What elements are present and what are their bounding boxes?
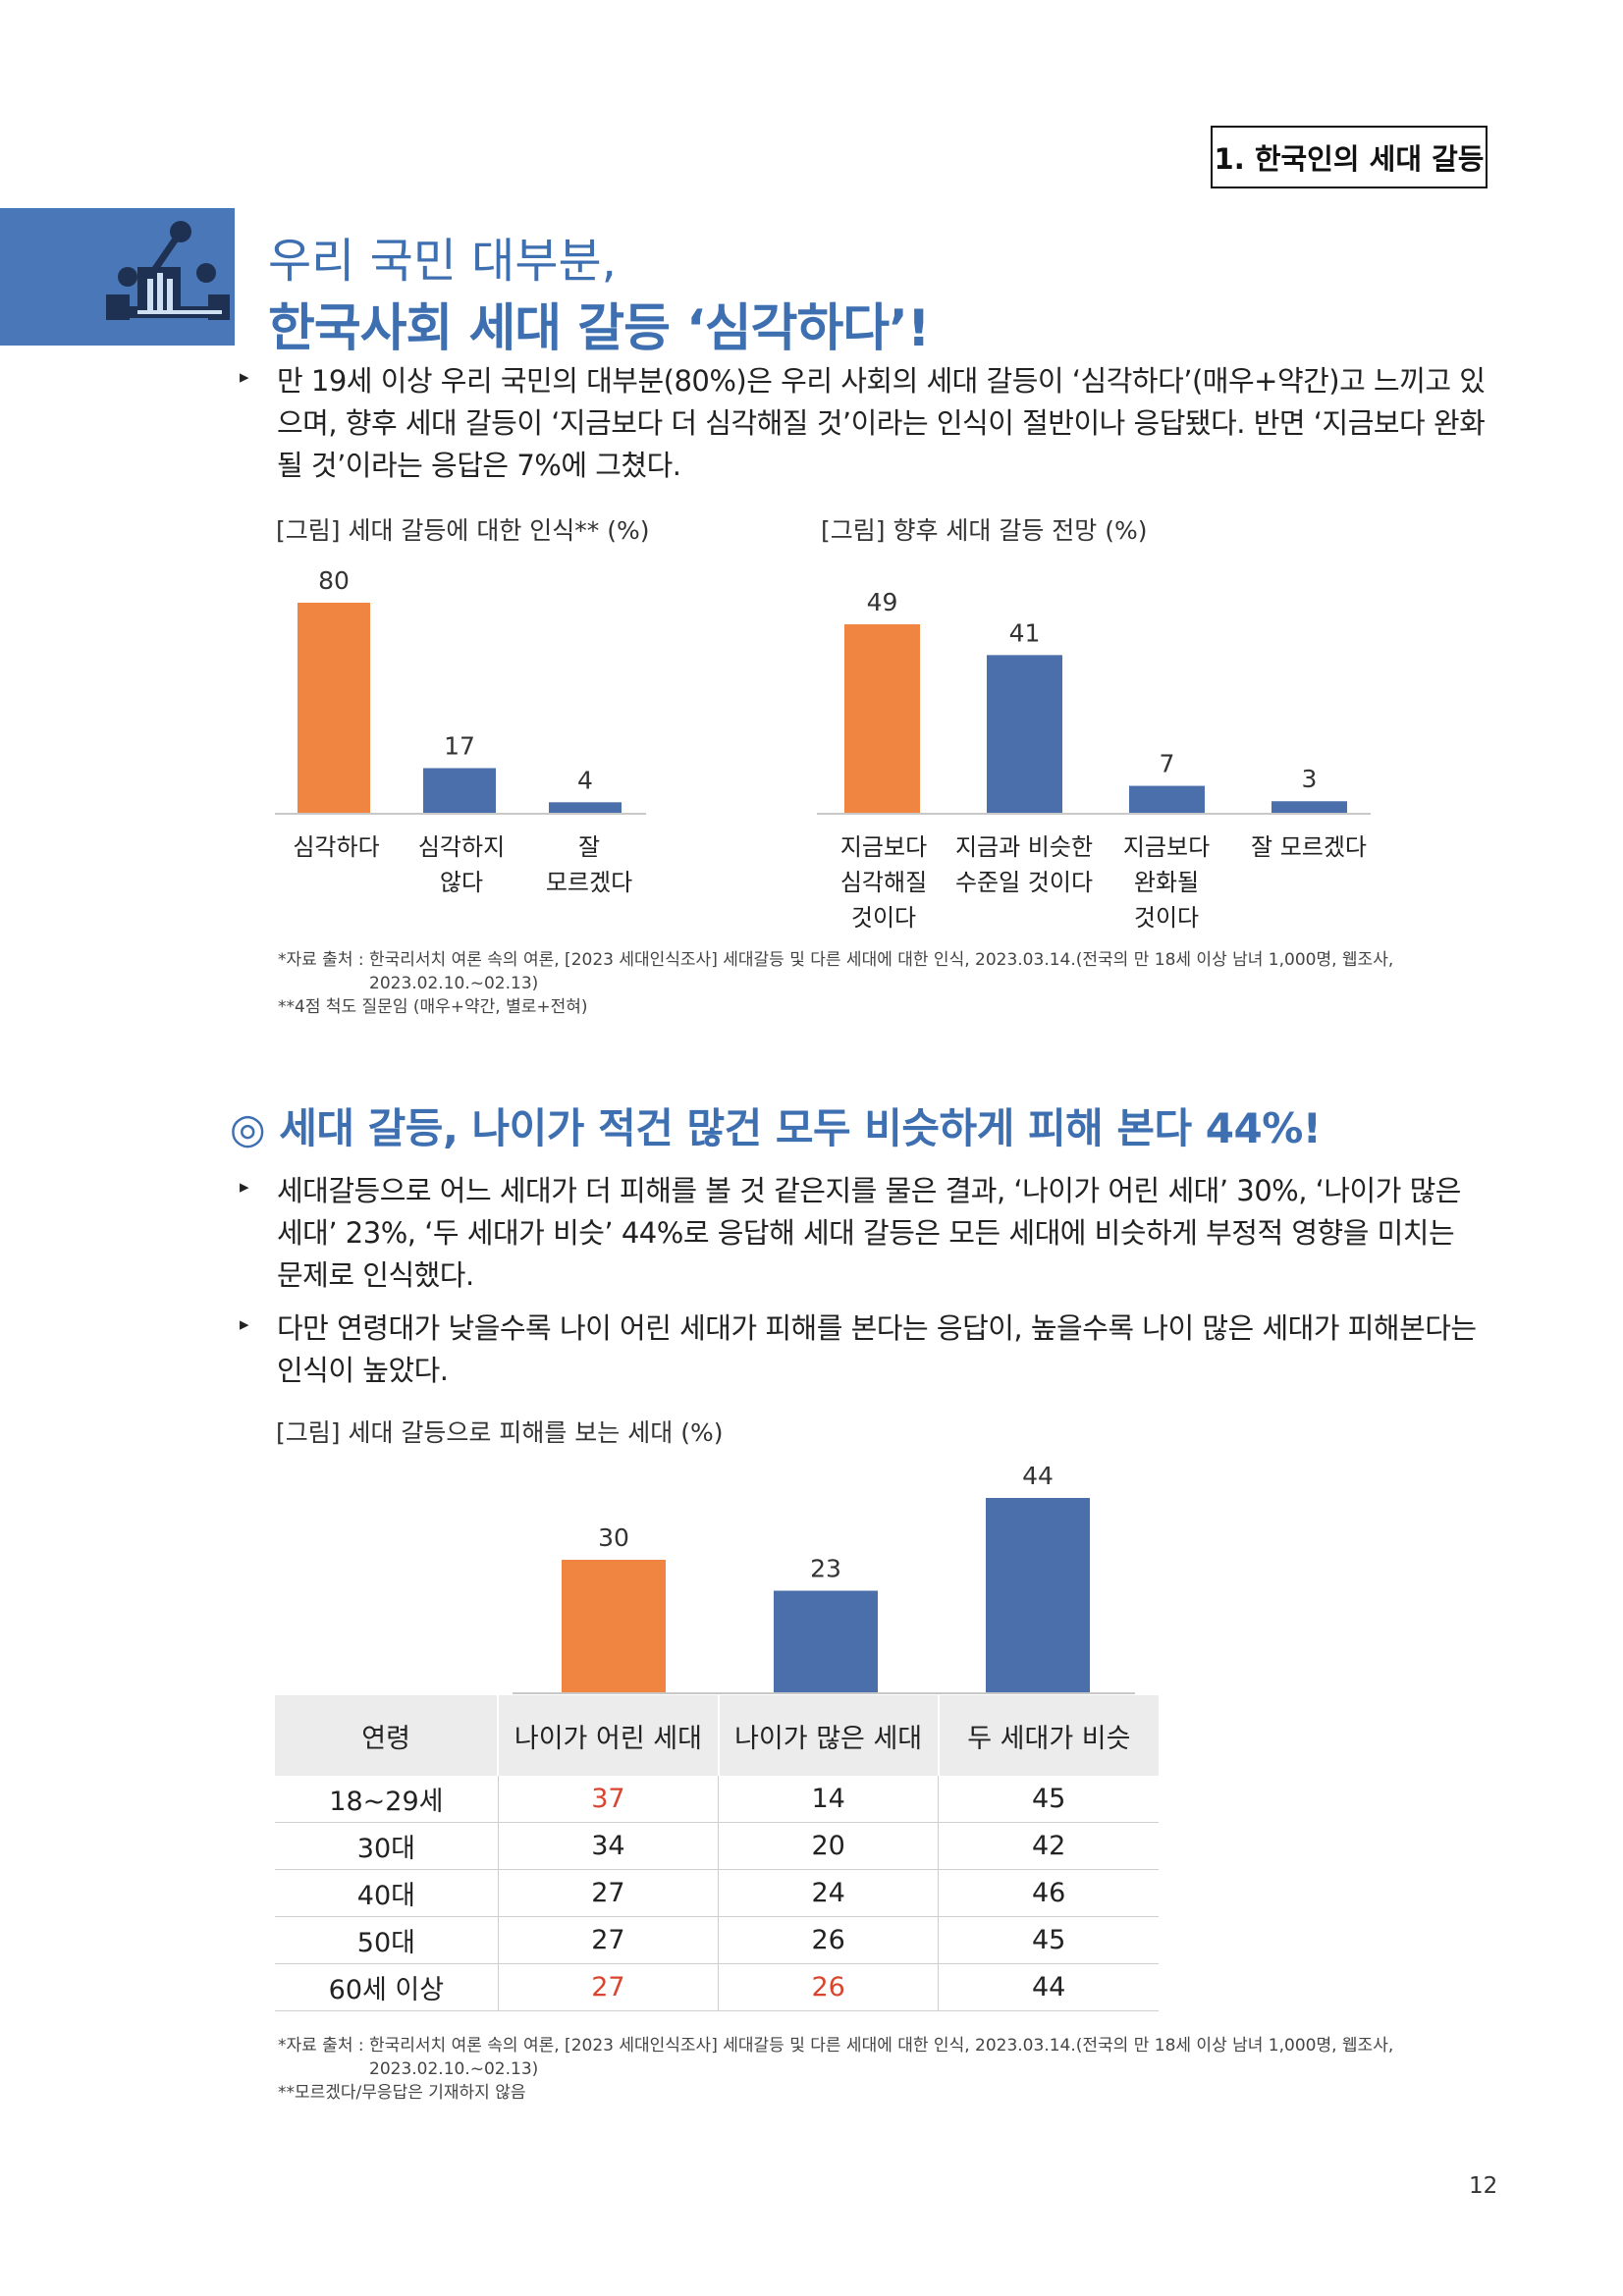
value-cell: 27 [497, 1916, 719, 1964]
chart1-category-label: 심각하다 [293, 833, 380, 861]
chart2-data-label: 49 [867, 588, 898, 616]
value-cell: 45 [938, 1776, 1159, 1823]
table-row: 30대 34 20 42 [275, 1822, 1159, 1870]
chart3-data-label: 44 [1022, 1462, 1054, 1490]
chart1-plot: 80 17 4 [275, 566, 646, 815]
hero-icon-block [0, 208, 235, 346]
value-cell: 26 [718, 1963, 939, 2011]
source-line: *자료 출처 : 한국리서치 여론 속의 여론, [2023 세대인식조사] 세… [278, 2036, 1394, 2056]
chart3-bar [562, 1560, 666, 1692]
table-row: 60세 이상 27 26 44 [275, 1963, 1159, 2011]
bullet-arrow-icon: ▸ [240, 366, 249, 388]
source-line: 2023.02.10.~02.13) [369, 2059, 539, 2079]
value-cell: 14 [718, 1776, 939, 1823]
chart3-title: [그림] 세대 갈등으로 피해를 보는 세대 (%) [276, 1418, 724, 1447]
table-header-row: 연령 나이가 어린 세대 나이가 많은 세대 두 세대가 비슷 [275, 1695, 1159, 1776]
chart2-bar [1129, 785, 1205, 813]
value-cell: 44 [938, 1963, 1159, 2011]
bullet-arrow-icon: ▸ [240, 1176, 249, 1198]
chart2-data-label: 41 [1009, 618, 1041, 647]
section-badge: 1. 한국인의 세대 갈등 [1211, 126, 1488, 188]
chart2-category-label: 잘 모르겠다 [1250, 833, 1368, 861]
hero-subtitle: 우리 국민 대부분, [268, 234, 617, 289]
value-cell: 24 [718, 1869, 939, 1917]
page-number: 12 [1469, 2173, 1498, 2199]
value-cell: 20 [718, 1822, 939, 1870]
chart2-data-label: 3 [1302, 765, 1318, 793]
bullet-item: ▸ 만 19세 이상 우리 국민의 대부분(80%)은 우리 사회의 세대 갈등… [240, 360, 1487, 490]
table-header-cell: 연령 [275, 1695, 499, 1776]
source-footnote: **모르겠다/무응답은 기재하지 않음 [278, 2083, 526, 2103]
bullet-text: 세대갈등으로 어느 세대가 더 피해를 볼 것 같은지를 물은 결과, ‘나이가… [277, 1174, 1461, 1292]
bullet-item: ▸ 다만 연령대가 낮을수록 나이 어린 세대가 피해를 본다는 응답이, 높을… [240, 1308, 1487, 1396]
value-cell: 45 [938, 1916, 1159, 1964]
chart3-plot: 30 23 44 [513, 1462, 1135, 1694]
chart2-category-label: 지금과 비슷한 수준일 것이다 [954, 833, 1094, 896]
section2-title: ◎ 세대 갈등, 나이가 적건 많건 모두 비슷하게 피해 본다 44%! [230, 1104, 1322, 1152]
source-note: *자료 출처 : 한국리서치 여론 속의 여론, [2023 세대인식조사] 세… [278, 2034, 1495, 2105]
value-cell: 34 [497, 1822, 719, 1870]
age-cell: 18~29세 [275, 1776, 499, 1823]
chart3-data-label: 23 [810, 1555, 841, 1583]
chart2-plot: 49 41 7 3 [817, 588, 1371, 815]
table-row: 18~29세 37 14 45 [275, 1776, 1159, 1823]
source-line: *자료 출처 : 한국리서치 여론 속의 여론, [2023 세대인식조사] 세… [278, 950, 1394, 970]
hero-title: 한국사회 세대 갈등 ‘심각하다’! [268, 299, 931, 358]
bullet-text: 다만 연령대가 낮을수록 나이 어린 세대가 피해를 본다는 응답이, 높을수록… [277, 1311, 1477, 1387]
chart3-bar [986, 1498, 1090, 1692]
source-line: 2023.02.10.~02.13) [369, 974, 539, 993]
age-breakdown-table: 연령 나이가 어린 세대 나이가 많은 세대 두 세대가 비슷 18~29세 3… [275, 1695, 1159, 2011]
value-cell: 27 [497, 1963, 719, 2011]
value-cell: 42 [938, 1822, 1159, 1870]
chart2-category-label: 지금보다 심각해질 것이다 [839, 833, 928, 932]
table-row: 50대 27 26 45 [275, 1916, 1159, 1964]
chart2-data-label: 7 [1160, 750, 1175, 778]
source-note: *자료 출처 : 한국리서치 여론 속의 여론, [2023 세대인식조사] 세… [278, 948, 1495, 1019]
chart2-title: [그림] 향후 세대 갈등 전망 (%) [821, 516, 1148, 545]
bullet-item: ▸ 세대갈등으로 어느 세대가 더 피해를 볼 것 같은지를 물은 결과, ‘나… [240, 1170, 1487, 1300]
value-cell: 27 [497, 1869, 719, 1917]
chart1-bar [423, 768, 496, 813]
chart1-category-label: 잘 모르겠다 [545, 833, 633, 896]
gavel-generations-icon [106, 221, 230, 320]
chart1-bar [298, 603, 370, 813]
chart1-data-label: 4 [577, 766, 593, 794]
chart1-title: [그림] 세대 갈등에 대한 인식** (%) [276, 516, 650, 545]
table-header-cell: 나이가 어린 세대 [497, 1695, 719, 1776]
chart3-bar [774, 1590, 878, 1692]
bullet-arrow-icon: ▸ [240, 1313, 249, 1335]
chart1-data-label: 17 [444, 732, 475, 761]
value-cell: 46 [938, 1869, 1159, 1917]
table-row: 40대 27 24 46 [275, 1869, 1159, 1917]
table-header-cell: 나이가 많은 세대 [717, 1695, 939, 1776]
table-header-cell: 두 세대가 비슷 [937, 1695, 1159, 1776]
chart2-category-label: 지금보다 완화될 것이다 [1122, 833, 1211, 932]
chart2-bar [987, 655, 1062, 813]
chart2-bar [844, 624, 920, 813]
source-footnote: **4점 척도 질문임 (매우+약간, 별로+전혀) [278, 997, 588, 1017]
age-cell: 60세 이상 [275, 1963, 499, 2011]
age-cell: 50대 [275, 1916, 499, 1964]
chart1-data-label: 80 [318, 566, 350, 595]
chart1-bar [549, 802, 622, 813]
age-cell: 40대 [275, 1869, 499, 1917]
chart1-category-label: 심각하지 않다 [417, 833, 506, 896]
chart2-bar [1271, 801, 1347, 813]
value-cell: 26 [718, 1916, 939, 1964]
bullet-text: 만 19세 이상 우리 국민의 대부분(80%)은 우리 사회의 세대 갈등이 … [277, 364, 1486, 482]
chart3-data-label: 30 [598, 1523, 629, 1552]
value-cell: 37 [497, 1776, 719, 1823]
age-cell: 30대 [275, 1822, 499, 1870]
